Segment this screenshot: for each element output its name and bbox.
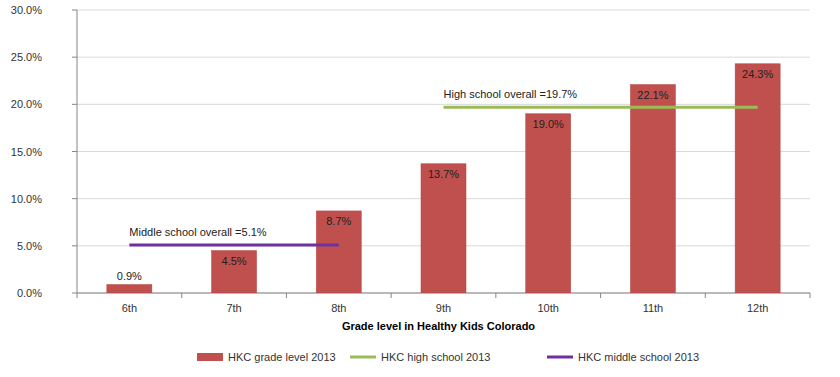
y-tick	[72, 245, 77, 246]
legend-swatch	[547, 356, 573, 359]
data-label: 0.9%	[117, 270, 142, 282]
x-tick	[77, 293, 78, 298]
annotation: High school overall =19.7%	[444, 88, 578, 100]
marks	[107, 64, 780, 293]
x-tick-label: 7th	[226, 302, 241, 314]
legend-label: HKC high school 2013	[381, 351, 490, 363]
x-tick-label: 10th	[538, 302, 559, 314]
x-tick	[286, 293, 287, 298]
y-tick	[72, 104, 77, 105]
x-tick-label: 6th	[122, 302, 137, 314]
y-tick-label: 20.0%	[11, 98, 42, 110]
bar	[107, 285, 152, 293]
x-tick	[810, 293, 811, 298]
y-tick	[72, 10, 77, 11]
x-tick	[705, 293, 706, 298]
data-label: 4.5%	[222, 255, 247, 267]
data-label: 19.0%	[533, 118, 564, 130]
grid-line	[77, 10, 810, 11]
grid-line	[77, 104, 810, 105]
x-tick	[181, 293, 182, 298]
y-tick	[72, 57, 77, 58]
y-tick-label: 30.0%	[11, 4, 42, 16]
x-tick	[391, 293, 392, 298]
legend-label: HKC grade level 2013	[228, 351, 336, 363]
bar	[421, 164, 466, 293]
annotation: Middle school overall =5.1%	[129, 226, 266, 238]
y-axis	[77, 10, 78, 293]
y-tick-label: 25.0%	[11, 51, 42, 63]
line	[444, 106, 758, 109]
y-tick-label: 15.0%	[11, 146, 42, 158]
data-label: 8.7%	[326, 215, 351, 227]
x-tick-label: 8th	[331, 302, 346, 314]
x-tick-label: 9th	[436, 302, 451, 314]
line	[129, 243, 338, 246]
data-label: 13.7%	[428, 168, 459, 180]
legend-swatch	[350, 356, 376, 359]
legend-label: HKC middle school 2013	[578, 351, 699, 363]
chart: 0.0% 5.0% 10.0% 15.0% 20.0% 25.0% 30.0% 6th 7th 8…	[0, 0, 840, 377]
y-tick-label: 10.0%	[11, 193, 42, 205]
data-label: 22.1%	[637, 89, 668, 101]
bar	[526, 114, 571, 293]
bar	[212, 251, 257, 293]
bar	[735, 64, 780, 293]
data-label: 24.3%	[742, 68, 773, 80]
background	[0, 0, 840, 377]
grid-line	[77, 151, 810, 152]
x-tick	[495, 293, 496, 298]
bar	[316, 211, 361, 293]
legend: HKC grade level 2013 HKC high school 2013…	[197, 351, 699, 363]
legend-swatch	[197, 353, 223, 361]
bar	[630, 85, 675, 293]
y-tick-label: 0.0%	[17, 287, 42, 299]
y-tick	[72, 198, 77, 199]
grid-line	[77, 57, 810, 58]
x-tick-label: 12th	[747, 302, 768, 314]
x-tick-label: 11th	[643, 302, 664, 314]
y-tick	[72, 293, 77, 294]
y-tick	[72, 151, 77, 152]
y-tick-label: 5.0%	[17, 240, 42, 252]
x-tick	[600, 293, 601, 298]
x-axis-title: Grade level in Healthy Kids Colorado	[342, 320, 535, 332]
labels: 0.9% 4.5% 8.7% 13.7% 19.0% 22.1% 24.3% High sch…	[117, 68, 774, 282]
